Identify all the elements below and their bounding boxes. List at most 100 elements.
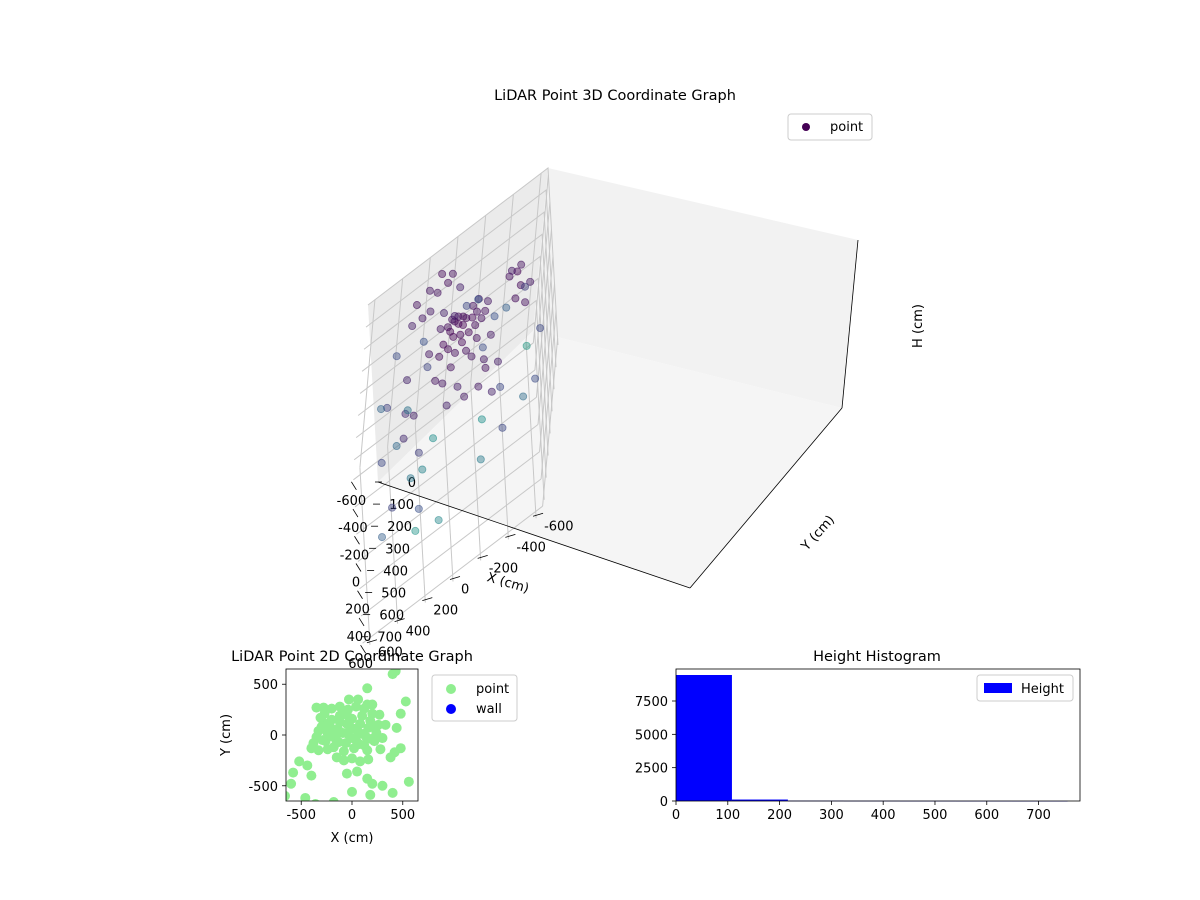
point-marker-2d <box>288 767 299 778</box>
point-marker-2d <box>343 694 354 705</box>
height-histogram: Height Histogram 0 100 200 300 400 500 600 7000… <box>635 649 1081 823</box>
point-marker-2d <box>358 728 369 739</box>
x-tick-label-2d: 0 <box>348 808 356 823</box>
point-marker-3d <box>490 312 499 321</box>
point-marker-3d <box>462 346 471 355</box>
point-marker-3d <box>440 309 449 318</box>
point-marker-3d <box>446 363 455 372</box>
histogram-bar <box>731 799 788 801</box>
x-tick-3d <box>355 563 362 572</box>
histogram-bars <box>676 675 1068 802</box>
point-marker-2d <box>350 723 361 734</box>
legend-3d: point <box>787 113 873 141</box>
point-marker-3d <box>431 376 440 385</box>
point-marker-2d <box>302 760 313 771</box>
point-marker-3d <box>378 533 387 542</box>
point-marker-2d <box>326 714 337 725</box>
point-marker-2d <box>341 709 352 720</box>
point-marker-3d <box>502 303 511 312</box>
legend-hist-frame <box>976 674 1074 702</box>
x-tick-label-3d: -600 <box>337 494 367 509</box>
grid-line <box>365 189 557 368</box>
y-tick-3d <box>366 639 378 644</box>
point-marker-3d <box>493 357 502 366</box>
point-marker-2d <box>377 780 388 791</box>
point-marker-2d <box>363 754 374 765</box>
x-tick-label-3d: 600 <box>348 657 373 672</box>
point-marker-2d <box>362 699 373 710</box>
point-marker-2d <box>306 770 317 781</box>
grid-line <box>414 425 426 603</box>
point-marker-3d <box>377 458 386 467</box>
point-marker-2d <box>395 708 406 719</box>
point-marker-3d <box>483 297 492 306</box>
point-marker-3d <box>516 281 525 290</box>
grid-line <box>367 167 559 346</box>
grid-line <box>353 321 545 500</box>
y-tick-label-hist: 0 <box>660 795 668 810</box>
point-marker-2d <box>338 746 349 757</box>
x-tick-3d <box>351 481 357 491</box>
point-marker-3d <box>481 363 490 372</box>
point-marker-3d <box>377 405 386 414</box>
y-tick-3d <box>532 512 544 517</box>
point-marker-2d <box>345 733 356 744</box>
point-marker-3d <box>471 321 480 330</box>
point-marker-2d <box>354 739 365 750</box>
z-tick-label-3d: 300 <box>385 542 410 557</box>
z-axis-label-3d: H (cm) <box>911 304 926 348</box>
point-marker-2d <box>317 735 328 746</box>
y-tick-3d <box>477 555 488 559</box>
legend-hist-swatch <box>984 683 1012 693</box>
point-marker-3d <box>412 301 421 310</box>
x-tick-label-hist: 700 <box>1026 808 1051 823</box>
grid-line <box>537 256 554 425</box>
y-tick-label-3d: 0 <box>461 583 469 598</box>
grid-line <box>359 255 551 434</box>
point-marker-2d <box>355 756 366 767</box>
grid-line <box>363 211 555 390</box>
point-marker-2d <box>380 719 391 730</box>
point-marker-2d <box>311 702 322 713</box>
point-marker-3d <box>536 324 545 333</box>
point-marker-3d <box>414 504 423 513</box>
x-tick-label-3d: -400 <box>338 521 368 536</box>
point-marker-3d <box>498 423 507 432</box>
point-marker-3d <box>511 294 520 303</box>
legend-3d-label: point <box>830 120 863 135</box>
z-tick-label-3d: 0 <box>408 476 416 491</box>
y-tick-label-3d: 200 <box>433 604 458 619</box>
point-marker-2d <box>365 789 376 800</box>
x-tick-label-2d: 500 <box>390 808 415 823</box>
grid-line <box>470 215 487 384</box>
point-marker-3d <box>517 260 526 269</box>
point-marker-3d <box>487 387 496 396</box>
z-tick-label-3d: 600 <box>379 609 404 624</box>
point-marker-2d <box>347 786 357 797</box>
point-marker-3d <box>521 298 530 307</box>
y-tick-label-2d: 0 <box>270 729 278 744</box>
point-marker-2d <box>377 733 388 744</box>
point-marker-3d <box>436 325 445 334</box>
x-tick-3d <box>360 644 366 654</box>
point-marker-3d <box>531 374 540 383</box>
point-marker-3d <box>406 474 415 483</box>
point-marker-2d <box>318 702 329 713</box>
point-marker-2d <box>313 745 324 756</box>
grid-line <box>359 299 376 468</box>
point-marker-2d <box>353 694 364 705</box>
grid-line <box>525 173 542 342</box>
point-marker-2d <box>370 723 381 734</box>
histogram-bar <box>676 675 732 801</box>
point-marker-3d <box>403 406 412 415</box>
point-marker-2d <box>400 696 411 707</box>
point-marker-3d <box>474 295 483 304</box>
point-marker-3d <box>399 434 408 443</box>
y-tick-label-hist: 7500 <box>635 695 668 710</box>
point-marker-3d <box>453 382 462 391</box>
point-marker-3d <box>478 343 487 352</box>
grid-line <box>442 404 454 582</box>
point-marker-3d <box>464 328 473 337</box>
points-2d <box>286 669 414 801</box>
